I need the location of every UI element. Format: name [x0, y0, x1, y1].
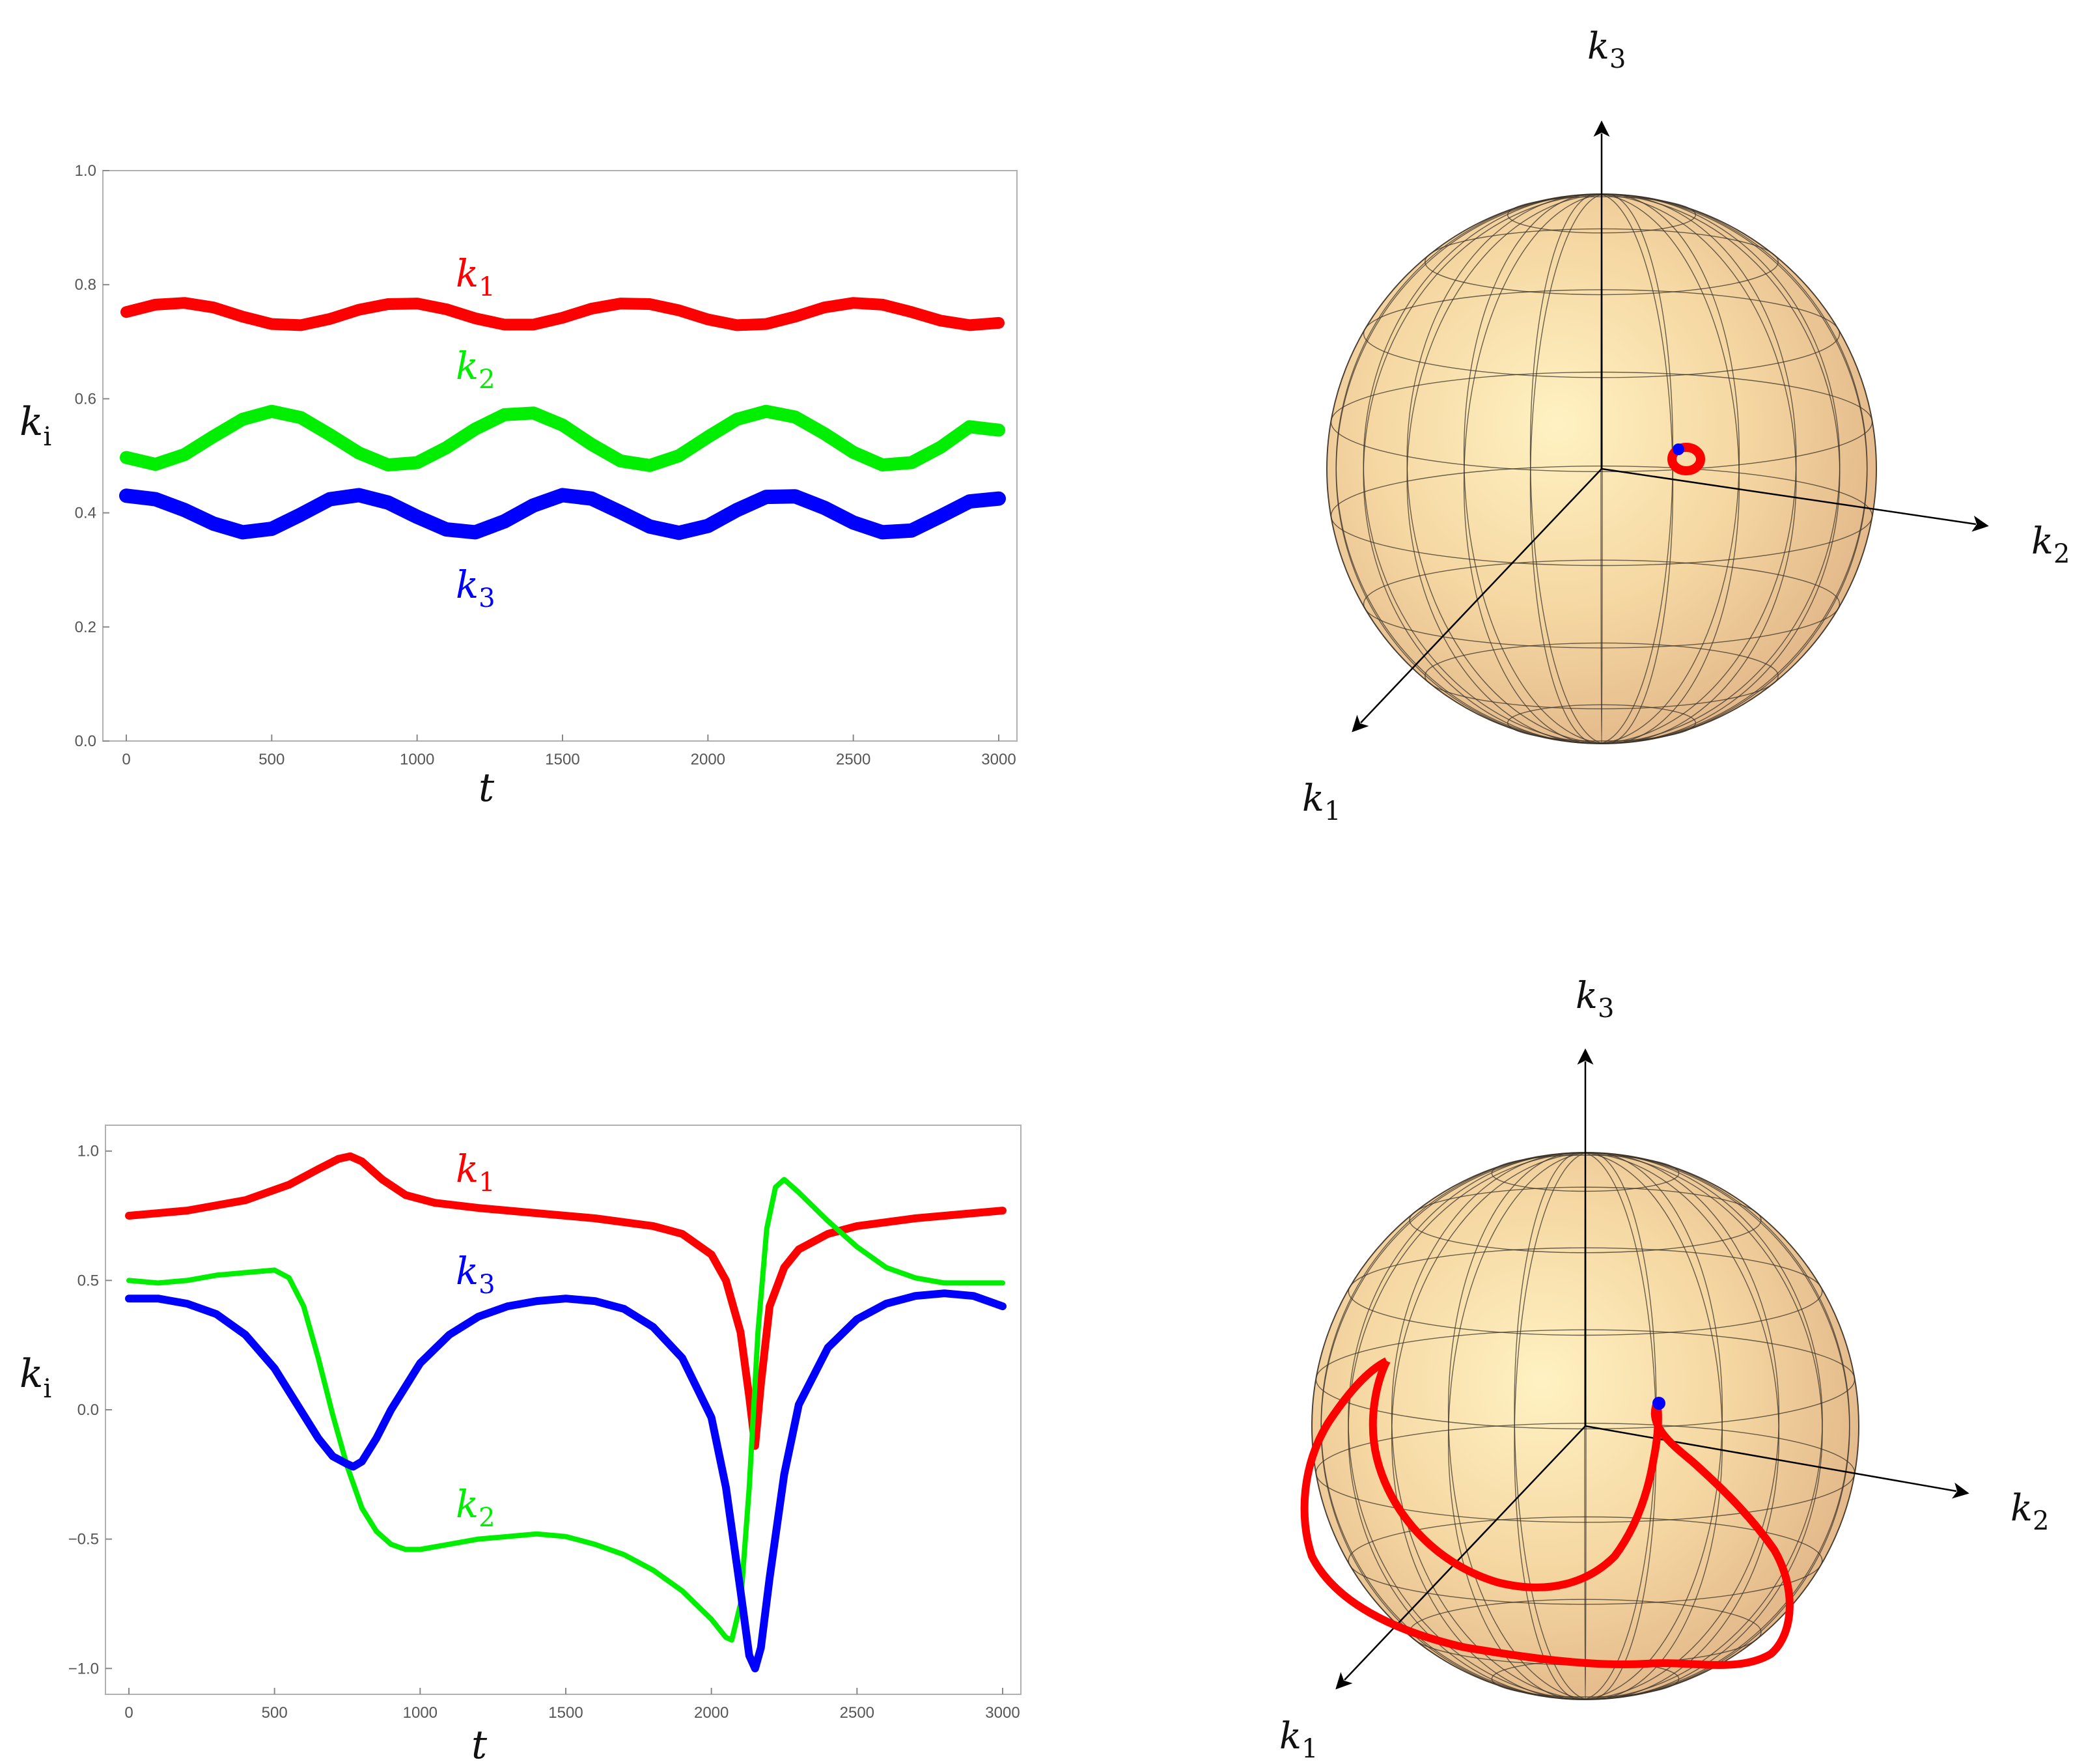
x-tick-label: 2000: [694, 1704, 729, 1722]
x-tick-label: 0: [124, 1704, 133, 1722]
x-tick-label: 1500: [548, 1704, 583, 1722]
plot-frame: [102, 170, 1018, 742]
y-ticks: 0.0 0.2 0.4 0.6 0.8 1.0: [75, 162, 109, 750]
k1-axis-label: k1: [1279, 1715, 1318, 1764]
y-ticks: −1.0 −0.5 0.0 0.5 1.0: [68, 1143, 112, 1677]
trajectory: [1300, 1357, 1794, 1669]
latitude-line: [1425, 642, 1779, 710]
x-ticks: 0 500 1000 1500 2000 2500 3000: [124, 1688, 1020, 1722]
x-tick-label: 2000: [691, 751, 725, 768]
trajectory: [1667, 443, 1705, 475]
series-line-k1: [120, 297, 1005, 331]
trajectory-start: [1673, 443, 1684, 455]
longitude-line: [1335, 193, 1868, 744]
y-tick-label: −1.0: [68, 1660, 99, 1677]
series-label-k3: k3: [456, 1249, 495, 1300]
x-tick-label: 2500: [840, 1704, 874, 1722]
series-label-k1: k1: [456, 1147, 495, 1197]
sphere-plot-top: k3 k2 k1: [1302, 25, 2070, 826]
k1-axis-arrow: [1352, 468, 1602, 733]
plot-frame: [105, 1125, 1022, 1695]
y-axis-label: ki: [20, 399, 51, 452]
k2-axis-arrow: [1585, 1425, 1969, 1499]
y-tick-label: 0.2: [75, 619, 96, 636]
x-tick-label: 1000: [400, 751, 434, 768]
x-axis-label: t: [479, 765, 495, 811]
k2-axis-label: k2: [2010, 1487, 2049, 1536]
y-axis-label: ki: [20, 1351, 51, 1404]
x-ticks: 0 500 1000 1500 2000 2500 3000: [122, 735, 1016, 768]
y-tick-label: 0.4: [75, 505, 96, 522]
series-line-k1: [125, 1152, 1007, 1450]
k2-axis-arrow: [1601, 468, 1989, 532]
series-label-k2: k2: [456, 1482, 495, 1533]
x-tick-label: 3000: [981, 751, 1016, 768]
y-tick-label: 0.0: [75, 733, 96, 750]
x-tick-label: 3000: [985, 1704, 1020, 1722]
x-tick-label: 500: [258, 751, 285, 768]
series-line-k2: [126, 1177, 1005, 1643]
series-lines: [125, 1152, 1007, 1673]
x-tick-label: 500: [262, 1704, 288, 1722]
k1-axis-label: k1: [1302, 777, 1341, 826]
series-label-k1: k1: [456, 251, 495, 302]
series-label-k3: k3: [456, 563, 495, 613]
series-label-k2: k2: [456, 344, 495, 395]
y-tick-label: 0.0: [77, 1401, 99, 1419]
series-lines: [119, 297, 1006, 540]
y-tick-label: 0.5: [77, 1272, 99, 1289]
series-line-k3: [125, 1289, 1007, 1673]
x-tick-label: 0: [122, 751, 130, 768]
latitude-line: [1348, 1516, 1823, 1605]
x-tick-label: 2500: [836, 751, 870, 768]
latitude-line: [1363, 559, 1841, 649]
chart-top: 0.0 0.2 0.4 0.6 0.8 1.0 0 500 1000 1500 2000 2500 3…: [20, 162, 1018, 811]
trajectory-start: [1652, 1397, 1665, 1410]
y-tick-label: 0.8: [75, 276, 96, 294]
series-line-k2: [120, 404, 1005, 472]
y-tick-label: 1.0: [75, 162, 96, 180]
sphere-grid: [1326, 193, 1877, 744]
y-tick-label: 1.0: [77, 1143, 99, 1160]
sphere-plot-bottom: k3 k2 k1: [1279, 975, 2049, 1764]
y-tick-label: 0.6: [75, 390, 96, 408]
longitude-line: [1320, 1152, 1850, 1700]
k3-axis-label: k3: [1576, 975, 1614, 1024]
k3-axis-label: k3: [1587, 25, 1626, 74]
k2-axis-label: k2: [2031, 520, 2070, 569]
y-tick-label: −0.5: [68, 1531, 99, 1548]
chart-bottom: −1.0 −0.5 0.0 0.5 1.0 0 500 1000 1500 2000 2500 30…: [20, 1125, 1022, 1764]
x-axis-label: t: [471, 1722, 488, 1764]
x-tick-label: 1500: [545, 751, 579, 768]
k1-axis-arrow: [1335, 1425, 1586, 1690]
x-tick-label: 1000: [403, 1704, 438, 1722]
series-line-k3: [119, 488, 1006, 540]
